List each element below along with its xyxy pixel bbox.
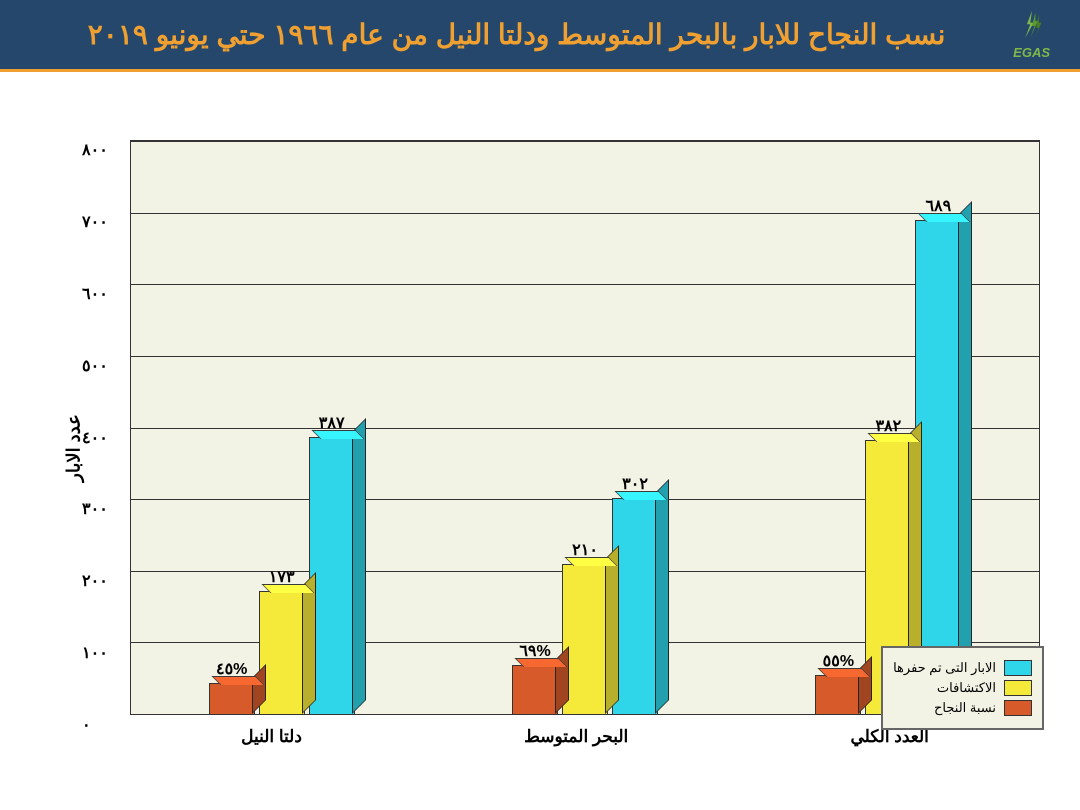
legend-item: نسبة النجاح [893,700,1032,716]
bar-wrap: ٦٨٩ [915,196,961,715]
bar [915,220,961,715]
legend-swatch [1004,660,1032,676]
legend: الابار التى تم حفرها الاكتشافات نسبة النجا… [881,646,1044,730]
bar-wrap: %٦٩ [512,641,558,715]
x-axis-label: البحر المتوسط [524,727,628,747]
page-title: نسب النجاح للابار بالبحر المتوسط ودلتا ا… [20,18,1013,51]
egas-logo: EGAS [1013,9,1050,60]
header-bar: EGAS نسب النجاح للابار بالبحر المتوسط ود… [0,0,1080,72]
legend-swatch [1004,700,1032,716]
x-axis-labels: دلتا النيل البحر المتوسط العدد الكلي [130,727,1040,747]
legend-item: الابار التى تم حفرها [893,660,1032,676]
bar-group: ٦٨٩٣٨٢%٥٥ [815,196,961,715]
y-axis-label: عدد الابار [63,414,84,482]
legend-swatch [1004,680,1032,696]
legend-item: الاكتشافات [893,680,1032,696]
legend-label: الاكتشافات [937,680,996,696]
bar-wrap: %٤٥ [209,659,255,715]
bar-wrap: %٥٥ [815,651,861,715]
logo-text: EGAS [1013,45,1050,60]
x-axis-label: العدد الكلي [850,727,928,747]
flame-icon [1015,9,1049,43]
bar [209,683,255,715]
bar-group: ٣٠٢٢١٠%٦٩ [512,474,658,715]
bar [512,665,558,715]
bar-group: ٣٨٧١٧٣%٤٥ [209,413,355,715]
bars-container: ٣٨٧١٧٣%٤٥ ٣٠٢٢١٠%٦٩ ٦٨٩٣٨٢%٥٥ [130,140,1040,715]
legend-label: نسبة النجاح [934,700,996,716]
legend-label: الابار التى تم حفرها [893,660,996,676]
x-axis-label: دلتا النيل [241,727,302,747]
bar [815,675,861,715]
